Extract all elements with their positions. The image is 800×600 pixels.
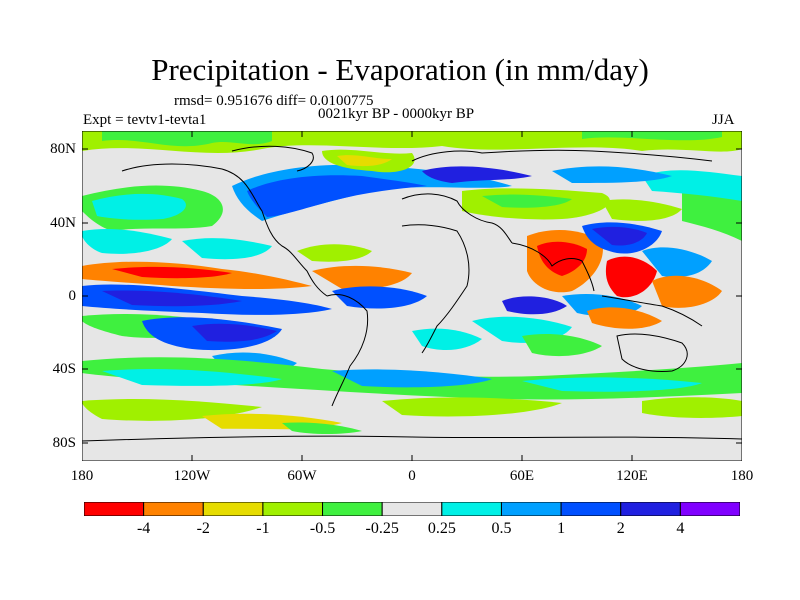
lon-label-60e: 60E [509, 468, 535, 484]
experiment-label: Expt = tevtv1-tevta1 [83, 112, 207, 128]
lon-label-120w: 120W [173, 468, 211, 484]
lat-label-40s: 40S [52, 361, 76, 377]
colorbar-label: -1 [256, 520, 270, 537]
colorbar-label: 0.25 [427, 520, 456, 537]
lat-label-0: 0 [68, 288, 77, 304]
coastlines [82, 145, 742, 442]
colorbar [84, 502, 740, 516]
colorbar-swatch [560, 502, 622, 516]
lon-label-120e: 120E [616, 468, 648, 484]
precip-evap-map [82, 131, 742, 461]
lat-label-80n: 80N [50, 141, 76, 157]
colorbar-swatch [620, 502, 681, 516]
stats-text: rmsd= 0.951676 diff= 0.0100775 [174, 93, 374, 109]
colorbar-swatch [500, 502, 562, 516]
colorbar-label: -2 [196, 520, 210, 537]
colorbar-label: 0.5 [491, 520, 512, 537]
colorbar-swatch [262, 502, 324, 516]
lon-label-0: 0 [408, 468, 416, 484]
colorbar-label: 2 [616, 520, 625, 537]
colorbar-swatch [679, 502, 740, 516]
plot-title: Precipitation - Evaporation (in mm/day) [151, 52, 649, 87]
colorbar-swatch [381, 502, 443, 516]
colorbar-swatch [441, 502, 502, 516]
season-label: JJA [712, 112, 735, 128]
lon-label-180e: 180 [730, 468, 754, 484]
colorbar-label: 4 [676, 520, 685, 537]
lon-label-60w: 60W [287, 468, 317, 484]
field-layer [82, 131, 742, 461]
lat-label-80s: 80S [52, 435, 76, 451]
colorbar-swatch [322, 502, 383, 516]
colorbar-label: -0.25 [365, 520, 399, 537]
colorbar-swatch [202, 502, 264, 516]
period-text: 0021kyr BP - 0000kyr BP [318, 106, 475, 122]
lon-label-180w: 180 [70, 468, 94, 484]
colorbar-label: -0.5 [309, 520, 336, 537]
colorbar-label: -4 [136, 520, 151, 537]
colorbar-swatch [143, 502, 204, 516]
colorbar-swatch [84, 502, 145, 516]
colorbar-label: 1 [557, 520, 566, 537]
axis-ticks [82, 131, 742, 461]
lat-label-40n: 40N [50, 215, 76, 231]
